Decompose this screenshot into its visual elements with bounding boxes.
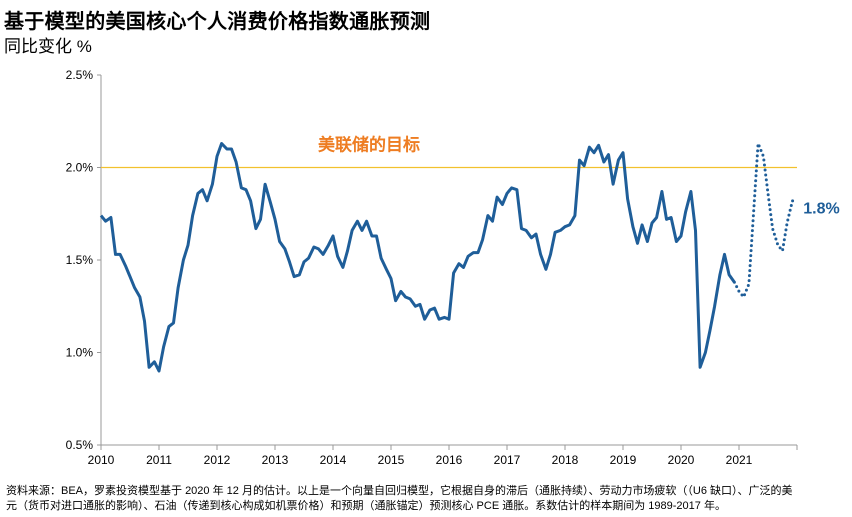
footnote-line-2: 元（货币对进口通胀的影响）、石油（传递到核心构成如机票价格）和预期（通胀锚定）预… — [6, 499, 726, 512]
y-tick-label: 2.5% — [66, 68, 94, 82]
x-tick-label: 2013 — [262, 453, 289, 467]
x-tick-label: 2011 — [146, 453, 172, 467]
footnote: 资料来源：BEA，罗素投资模型基于 2020 年 12 月的估计。以上是一个向量… — [6, 484, 846, 513]
x-tick-label: 2012 — [204, 453, 231, 467]
chart-subtitle: 同比变化 % — [4, 37, 92, 56]
y-tick-label: 1.5% — [66, 253, 94, 267]
end-value-label: 1.8% — [803, 201, 839, 218]
x-tick-label: 2016 — [436, 453, 463, 467]
fed-target-label: 美联储的目标 — [318, 135, 420, 155]
x-tick-label: 2018 — [552, 453, 579, 467]
line-chart: 0.5% 1.0% 1.5% 2.0% 2.5% 2010 2011 2012 2013 2014… — [66, 68, 840, 467]
y-tick-label: 1.0% — [66, 346, 94, 360]
x-tick-label: 2014 — [320, 453, 347, 467]
x-tick-label: 2020 — [668, 453, 695, 467]
forecast-line — [732, 142, 797, 299]
x-tick-label: 2021 — [726, 453, 753, 467]
actual-line — [99, 142, 736, 373]
y-tick-label: 2.0% — [66, 161, 94, 175]
chart-title: 基于模型的美国核心个人消费价格指数通胀预测 — [4, 11, 431, 33]
footnote-line-1: 资料来源：BEA，罗素投资模型基于 2020 年 12 月的估计。以上是一个向量… — [6, 485, 793, 497]
y-tick-label: 0.5% — [66, 438, 94, 452]
x-tick-label: 2010 — [88, 453, 115, 467]
x-tick-label: 2019 — [610, 453, 637, 467]
x-tick-label: 2015 — [378, 453, 405, 467]
x-tick-label: 2017 — [494, 453, 521, 467]
